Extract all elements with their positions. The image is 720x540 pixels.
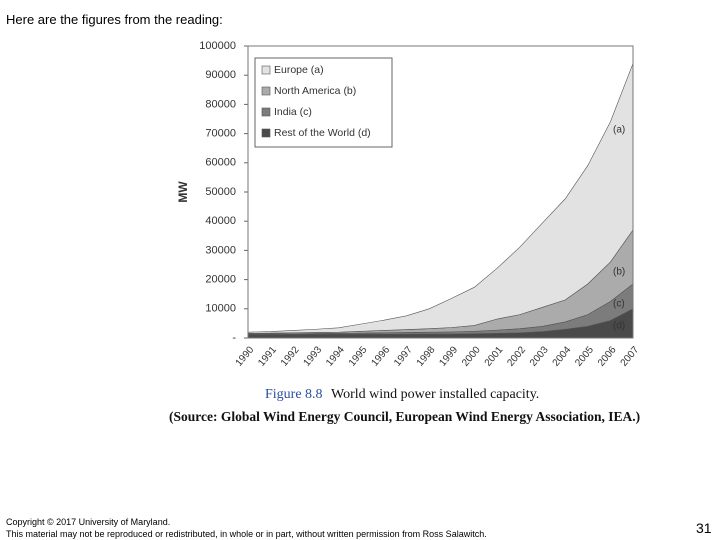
y-tick-label: 50000 (205, 186, 236, 198)
y-tick-label: - (232, 332, 236, 344)
y-tick-label: 90000 (205, 69, 236, 81)
annotation: (a) (613, 125, 625, 136)
annotation: (c) (613, 299, 625, 310)
figure-number: Figure 8.8 (265, 387, 323, 402)
chart-title: World wind power installed capacity. (331, 387, 539, 402)
copyright-line: This material may not be reproduced or r… (6, 529, 487, 539)
legend-label: Rest of the World (d) (274, 127, 371, 139)
legend-swatch (261, 107, 271, 117)
legend-label: Europe (a) (274, 64, 324, 76)
legend-label: North America (b) (274, 85, 356, 97)
legend-box (254, 57, 393, 148)
plot-frame (247, 45, 634, 339)
legend-swatch (261, 65, 271, 75)
legend-swatch (261, 128, 271, 138)
y-tick-label: 100000 (199, 40, 236, 52)
chart-source: (Source: Global Wind Energy Council, Eur… (169, 409, 640, 424)
legend-swatch (261, 86, 271, 96)
y-tick-label: 60000 (205, 157, 236, 169)
legend-label: India (c) (274, 106, 312, 118)
slide-header: Here are the figures from the reading: (6, 12, 223, 27)
y-tick-label: 40000 (205, 215, 236, 227)
annotation: (b) (613, 267, 625, 278)
y-tick-label: 30000 (205, 244, 236, 256)
y-tick-label: 70000 (205, 128, 236, 140)
y-tick-label: 20000 (205, 274, 236, 286)
page-number: 31 (696, 520, 712, 536)
y-axis-label: MW (176, 181, 190, 203)
copyright: Copyright © 2017 University of Maryland.… (6, 516, 487, 540)
copyright-line: Copyright © 2017 University of Maryland. (6, 517, 171, 527)
y-tick-label: 80000 (205, 98, 236, 110)
annotation: (d) (613, 321, 625, 332)
y-tick-label: 10000 (205, 303, 236, 315)
